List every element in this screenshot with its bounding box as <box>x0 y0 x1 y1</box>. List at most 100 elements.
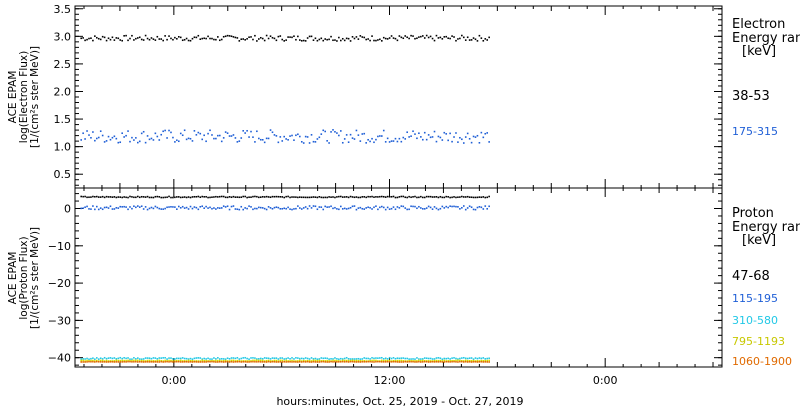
data-point <box>254 360 256 363</box>
data-point <box>222 358 225 360</box>
data-point <box>453 205 455 208</box>
data-point <box>300 39 303 42</box>
data-point <box>111 208 114 210</box>
data-point <box>468 359 471 362</box>
data-point <box>466 36 469 39</box>
data-point <box>476 357 479 360</box>
data-point <box>170 131 172 134</box>
data-point <box>117 361 120 363</box>
data-point <box>107 360 110 362</box>
data-point <box>347 196 350 199</box>
data-point <box>101 358 104 360</box>
data-point <box>439 136 442 139</box>
data-point <box>154 357 157 359</box>
data-point <box>291 359 293 362</box>
data-point <box>183 357 186 360</box>
data-point <box>258 137 260 140</box>
data-point <box>185 357 188 360</box>
data-point <box>90 37 92 40</box>
data-point <box>152 196 155 199</box>
data-point <box>129 360 131 363</box>
data-point <box>131 136 133 139</box>
data-point <box>123 196 125 198</box>
data-point <box>117 141 120 144</box>
data-point <box>384 208 387 211</box>
data-point <box>464 196 467 198</box>
data-point <box>125 359 127 362</box>
data-point <box>267 357 270 360</box>
data-point <box>423 357 426 359</box>
data-point <box>121 39 123 42</box>
data-point <box>322 208 325 211</box>
data-point <box>220 195 223 198</box>
data-point <box>439 360 442 363</box>
data-point <box>170 357 172 359</box>
data-point <box>158 361 161 363</box>
data-point <box>144 196 147 198</box>
data-point <box>406 357 408 360</box>
data-point <box>265 357 268 359</box>
data-point <box>402 205 405 208</box>
data-point <box>203 359 205 362</box>
data-point <box>300 360 303 362</box>
data-point <box>127 357 129 359</box>
data-point <box>420 136 422 138</box>
data-point <box>355 361 358 363</box>
data-point <box>217 207 219 209</box>
data-point <box>324 205 326 208</box>
data-point <box>203 207 205 209</box>
data-point <box>453 36 455 38</box>
data-point <box>263 141 266 144</box>
data-point <box>332 361 334 363</box>
data-point <box>101 361 104 363</box>
data-point <box>135 359 137 362</box>
data-point <box>107 37 110 40</box>
data-point <box>244 39 246 41</box>
data-point <box>84 206 86 209</box>
data-point <box>144 206 147 208</box>
data-point <box>193 206 196 208</box>
data-point <box>435 359 438 362</box>
data-point <box>138 196 141 199</box>
data-point <box>318 38 321 41</box>
data-point <box>324 38 326 40</box>
data-point <box>189 205 192 208</box>
data-point <box>347 37 350 40</box>
data-point <box>244 195 246 198</box>
data-point <box>412 130 414 133</box>
data-point <box>363 359 366 362</box>
data-point <box>271 131 274 134</box>
data-point <box>353 196 356 199</box>
data-point <box>209 129 211 132</box>
data-point <box>449 37 451 40</box>
data-point <box>486 359 489 362</box>
data-point <box>414 37 416 40</box>
data-point <box>136 357 139 359</box>
data-point <box>408 136 410 138</box>
data-point <box>207 196 209 199</box>
data-point <box>199 360 202 362</box>
data-point <box>228 208 231 211</box>
data-point <box>373 361 375 363</box>
data-point <box>199 357 202 359</box>
data-point <box>195 36 198 39</box>
data-point <box>320 206 323 208</box>
data-point <box>267 360 270 363</box>
data-point <box>480 196 483 199</box>
data-point <box>431 136 434 138</box>
data-point <box>306 359 309 362</box>
data-point <box>455 205 457 208</box>
data-point <box>462 196 465 198</box>
data-point <box>172 361 174 363</box>
data-point <box>256 359 258 362</box>
data-point <box>486 208 489 210</box>
data-point <box>176 357 178 360</box>
data-point <box>445 205 448 208</box>
data-point <box>179 357 182 360</box>
data-point <box>82 207 84 209</box>
data-point <box>349 133 352 136</box>
data-point <box>265 361 268 363</box>
data-point <box>164 207 166 210</box>
data-point <box>285 39 287 41</box>
data-point <box>92 357 94 359</box>
